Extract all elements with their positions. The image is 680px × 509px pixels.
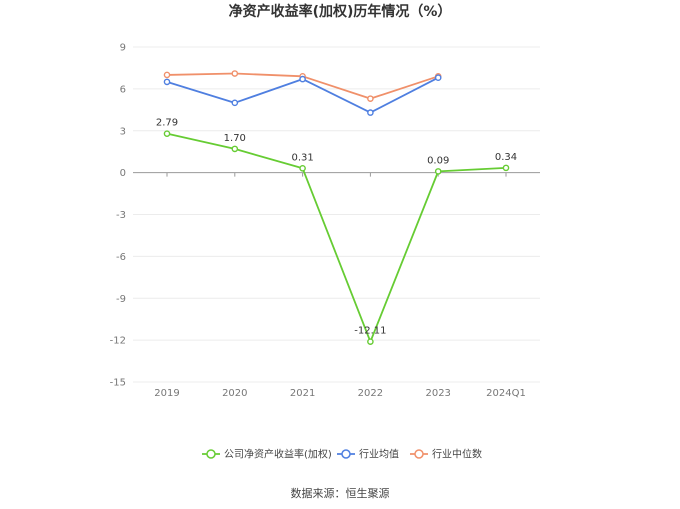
series-line-0 — [166, 132, 507, 343]
data-point[interactable] — [231, 145, 239, 153]
data-point[interactable] — [163, 78, 171, 86]
y-tick-label: -9 — [116, 294, 126, 305]
grid-lines — [133, 46, 540, 383]
x-tick-label: 2019 — [154, 388, 179, 399]
x-tick-label: 2024Q1 — [486, 388, 526, 399]
y-tick-label: 6 — [120, 84, 126, 95]
data-point[interactable] — [502, 164, 510, 172]
y-tick-label: 0 — [120, 168, 126, 179]
legend-swatch-marker — [414, 449, 424, 459]
legend-item-0[interactable]: 公司净资产收益率(加权) — [202, 448, 332, 461]
legend-item-1[interactable]: 行业均值 — [337, 448, 399, 461]
data-point[interactable] — [163, 130, 171, 137]
chart-title: 净资产收益率(加权)历年情况（%） — [229, 3, 452, 20]
y-tick-label: -12 — [110, 336, 126, 347]
x-tick-label: 2022 — [358, 388, 383, 399]
y-tick-label: 9 — [120, 43, 126, 54]
data-point[interactable] — [367, 95, 374, 102]
legend-label: 公司净资产收益率(加权) — [224, 448, 332, 461]
data-point[interactable] — [231, 99, 239, 107]
legend-swatch-marker — [341, 449, 351, 459]
x-tick-label: 2021 — [290, 388, 315, 399]
y-tick-label: 3 — [120, 126, 126, 137]
data-point[interactable] — [231, 70, 239, 77]
legend-swatch-marker — [206, 449, 216, 459]
data-source-note: 数据来源：恒生聚源 — [291, 486, 390, 500]
data-point[interactable] — [299, 164, 306, 172]
data-point[interactable] — [367, 338, 374, 345]
x-tick-label: 2020 — [222, 388, 247, 399]
y-tick-label: -15 — [110, 378, 126, 389]
data-point[interactable] — [434, 74, 442, 82]
data-label: -12.11 — [354, 326, 386, 337]
data-label: 0.31 — [291, 152, 313, 163]
data-point[interactable] — [367, 109, 374, 116]
data-labels: 2.79 1.70 0.31 -12.11 0.09 0.34 — [156, 118, 517, 337]
series-line-1 — [166, 76, 439, 114]
x-axis: 2019 2020 2021 2022 2023 2024Q1 — [154, 172, 526, 399]
series-lines — [163, 70, 510, 345]
y-tick-label: -3 — [116, 210, 126, 221]
y-axis: 9 6 3 0 -3 -6 -9 -12 -15 — [110, 43, 126, 389]
data-label: 2.79 — [156, 118, 178, 129]
data-point[interactable] — [299, 75, 306, 83]
data-label: 1.70 — [224, 133, 246, 144]
legend[interactable]: 公司净资产收益率(加权) 行业均值 行业中位数 — [202, 448, 482, 461]
data-label: 0.09 — [427, 155, 449, 166]
legend-label: 行业均值 — [359, 448, 399, 461]
data-point[interactable] — [434, 168, 442, 175]
legend-label: 行业中位数 — [432, 448, 482, 461]
data-label: 0.34 — [495, 152, 517, 163]
y-tick-label: -6 — [116, 252, 126, 263]
data-point[interactable] — [163, 71, 171, 79]
legend-item-2[interactable]: 行业中位数 — [410, 448, 482, 461]
x-tick-label: 2023 — [425, 388, 450, 399]
